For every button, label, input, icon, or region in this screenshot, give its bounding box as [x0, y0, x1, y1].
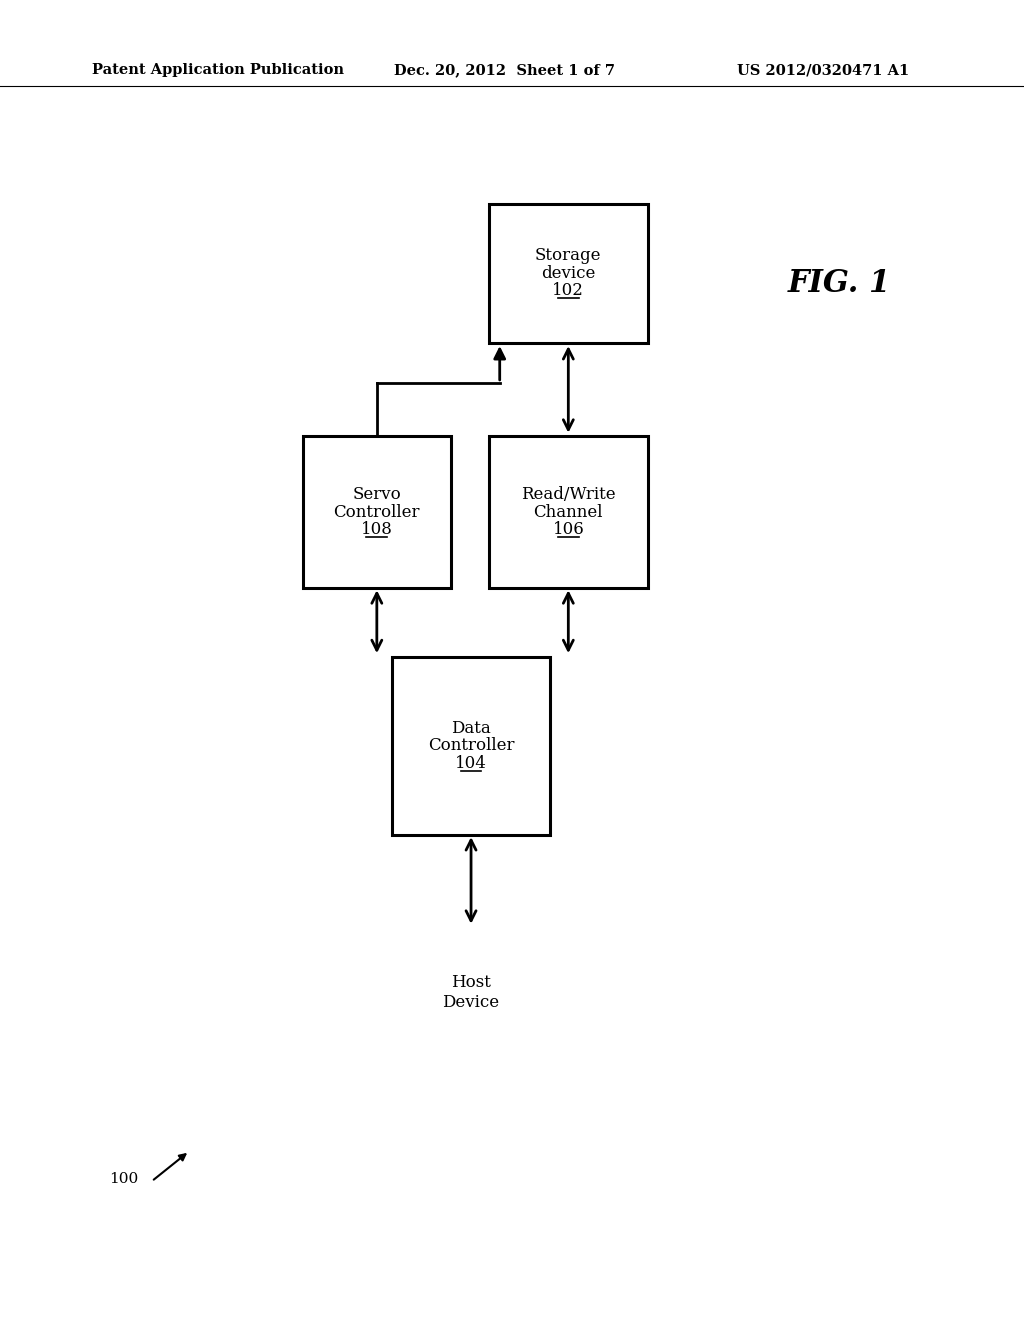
Text: Controller: Controller	[428, 738, 514, 754]
Text: device: device	[541, 265, 596, 281]
Text: 100: 100	[109, 1172, 138, 1185]
Text: Read/Write: Read/Write	[521, 486, 615, 503]
Text: Data: Data	[452, 719, 490, 737]
Text: 104: 104	[455, 755, 487, 772]
Text: Storage: Storage	[536, 247, 601, 264]
Text: Host
Device: Host Device	[442, 974, 500, 1011]
Bar	[391, 657, 551, 836]
Text: Patent Application Publication: Patent Application Publication	[92, 63, 344, 78]
Text: 102: 102	[552, 282, 585, 300]
Text: Controller: Controller	[334, 504, 420, 520]
Text: FIG. 1: FIG. 1	[788, 268, 891, 300]
Text: US 2012/0320471 A1: US 2012/0320471 A1	[737, 63, 909, 78]
Text: 108: 108	[360, 521, 393, 539]
Text: Servo: Servo	[352, 486, 401, 503]
Text: Dec. 20, 2012  Sheet 1 of 7: Dec. 20, 2012 Sheet 1 of 7	[394, 63, 615, 78]
Bar	[489, 437, 648, 589]
Bar	[489, 205, 648, 342]
Bar	[303, 437, 451, 589]
Text: 106: 106	[552, 521, 585, 539]
Text: Channel: Channel	[534, 504, 603, 520]
